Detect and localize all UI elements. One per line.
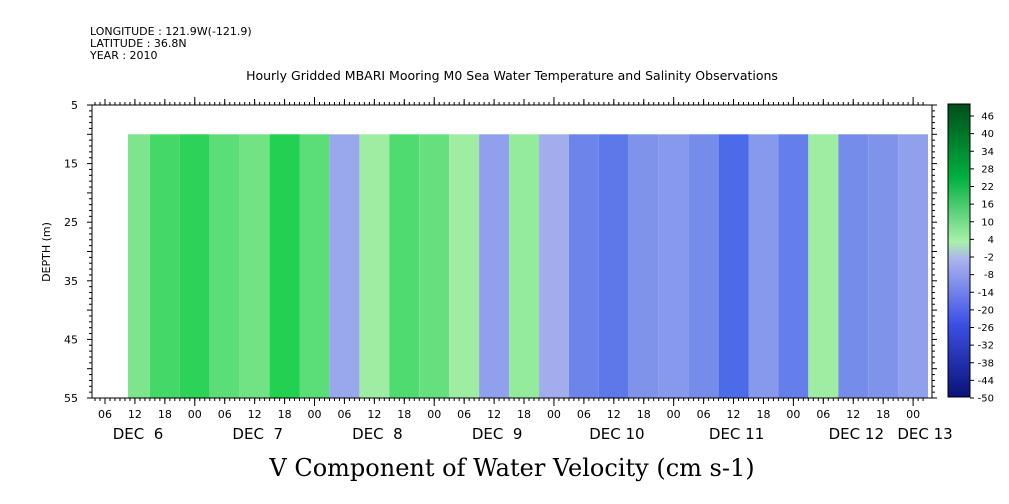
y-tick-label: 15: [64, 158, 78, 171]
heatmap-band: [149, 134, 180, 399]
x-hour-label: 06: [218, 408, 232, 421]
x-day-label: DEC 8: [352, 425, 403, 443]
heatmap-band: [239, 134, 270, 399]
colorbar-label: -26: [978, 323, 994, 334]
x-day-label: DEC 9: [472, 425, 523, 443]
heatmap-band: [128, 134, 150, 399]
x-hour-label: 12: [367, 408, 381, 421]
y-axis: 5 15 25 35 45 55: [64, 99, 937, 405]
x-hour-label: 12: [846, 408, 860, 421]
heatmap-band: [778, 134, 809, 399]
heatmap-band: [628, 134, 659, 399]
x-hour-label: 00: [786, 408, 800, 421]
colorbar-label: 4: [988, 235, 994, 246]
heatmap-band: [209, 134, 240, 399]
colorbar-label: 10: [981, 217, 994, 228]
x-hour-label: 12: [128, 408, 142, 421]
x-day-label: DEC 13: [897, 425, 952, 443]
heatmap-band: [838, 134, 869, 399]
heatmap-band: [598, 134, 629, 399]
y-axis-label: DEPTH (m): [40, 222, 53, 282]
heatmap-band: [269, 134, 300, 399]
x-hour-label: 18: [397, 408, 411, 421]
x-hour-label: 12: [487, 408, 501, 421]
y-tick-label: 5: [71, 99, 78, 112]
x-hour-label: 06: [697, 408, 711, 421]
colorbar-label: 34: [981, 147, 994, 158]
colorbar-label: 40: [981, 129, 994, 140]
x-hour-label: 12: [248, 408, 262, 421]
x-hour-label: 00: [188, 408, 202, 421]
heatmap-band: [539, 134, 569, 399]
heatmap-band: [718, 134, 749, 399]
x-hour-label: 00: [906, 408, 920, 421]
x-day-label: DEC 7: [232, 425, 283, 443]
heatmap-band: [868, 134, 899, 399]
x-axis-label: V Component of Water Velocity (cm s-1): [268, 454, 754, 482]
colorbar-label: -20: [978, 305, 994, 316]
chart-title: Hourly Gridded MBARI Mooring M0 Sea Wate…: [246, 68, 778, 83]
colorbar-label: -8: [984, 270, 994, 281]
colorbar-label: -50: [978, 394, 994, 405]
x-hour-label: 18: [637, 408, 651, 421]
colorbar-label: -14: [978, 288, 994, 299]
x-hour-label: 06: [577, 408, 591, 421]
heatmap-band: [479, 134, 509, 399]
longitude-text: LONGITUDE : 121.9W(-121.9): [90, 25, 252, 38]
x-hour-label: 18: [278, 408, 292, 421]
colorbar: [947, 103, 971, 398]
colorbar-label: -38: [978, 358, 994, 369]
colorbar-label: 16: [981, 200, 994, 211]
y-tick-label: 45: [64, 333, 78, 346]
heatmap-band: [299, 134, 330, 399]
heatmap-band: [509, 134, 539, 399]
heatmap-band: [329, 134, 360, 399]
heatmap-band: [359, 134, 390, 399]
year-text: YEAR : 2010: [89, 49, 158, 62]
x-day-label: DEC 11: [709, 425, 764, 443]
y-tick-label: 55: [64, 392, 78, 405]
x-day-label: DEC 10: [589, 425, 644, 443]
heatmap-band: [808, 134, 839, 399]
latitude-text: LATITUDE : 36.8N: [90, 37, 187, 50]
x-hour-label: 18: [517, 408, 531, 421]
x-hour-label: 06: [457, 408, 471, 421]
heatmap-band: [688, 134, 719, 399]
heatmap-band: [748, 134, 779, 399]
x-hour-label: 00: [427, 408, 441, 421]
x-day-label: DEC 12: [829, 425, 884, 443]
heatmap-band: [419, 134, 450, 399]
x-hour-label: 00: [667, 408, 681, 421]
colorbar-label: -44: [978, 376, 994, 387]
colorbar-label: 28: [981, 164, 994, 175]
heatmap-bands: [128, 134, 928, 399]
x-hour-label: 06: [816, 408, 830, 421]
heatmap-band: [179, 134, 210, 399]
x-hour-label: 18: [756, 408, 770, 421]
x-axis: 06 12 18 00 06 12 18 00 06 12 18 00 06 12 18 00 06 12 18 00…: [94, 97, 953, 443]
heatmap-band: [449, 134, 480, 399]
x-hour-label: 06: [98, 408, 112, 421]
heatmap-band: [568, 134, 599, 399]
colorbar-label: -32: [978, 341, 994, 352]
colorbar-labels: 46 40 34 28 22 16 10 4 -2 -8 -14 -20 -26 -32 -38 -44 -50: [970, 112, 994, 405]
x-hour-label: 00: [308, 408, 322, 421]
x-day-label: DEC 6: [113, 425, 164, 443]
heatmap-band: [898, 134, 928, 399]
colorbar-label: 22: [981, 182, 994, 193]
colorbar-label: -2: [984, 253, 994, 264]
y-tick-label: 35: [64, 275, 78, 288]
x-hour-label: 06: [337, 408, 351, 421]
colorbar-label: 46: [981, 112, 994, 123]
heatmap-band: [389, 134, 420, 399]
x-hour-label: 12: [727, 408, 741, 421]
x-hour-label: 00: [547, 408, 561, 421]
x-hour-label: 18: [876, 408, 890, 421]
x-hour-label: 12: [607, 408, 621, 421]
y-tick-label: 25: [64, 216, 78, 229]
heatmap-band: [658, 134, 689, 399]
x-hour-label: 18: [158, 408, 172, 421]
